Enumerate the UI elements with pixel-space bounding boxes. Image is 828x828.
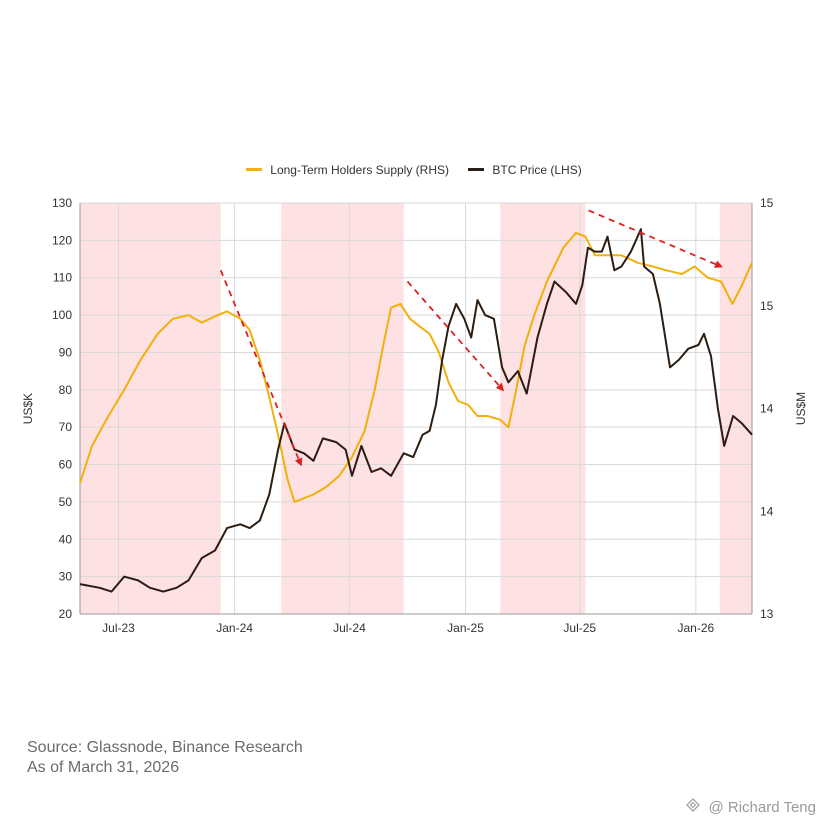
legend-label-btc-price: BTC Price (LHS) xyxy=(492,162,582,177)
y-left-tick-label: 80 xyxy=(59,383,73,397)
watermark-text: @ Richard Teng xyxy=(708,799,816,816)
y-right-tick-label: 14 xyxy=(760,402,774,416)
source-line: Source: Glassnode, Binance Research xyxy=(27,739,303,756)
as-of-line: As of March 31, 2026 xyxy=(27,759,180,776)
legend: Long-Term Holders Supply (RHS) BTC Price… xyxy=(0,160,828,177)
series-lines xyxy=(79,228,753,593)
y-left-tick-label: 130 xyxy=(52,196,72,210)
x-tick-label: Jul-25 xyxy=(563,621,596,635)
binance-diamond-icon xyxy=(686,798,701,816)
shaded-period-3 xyxy=(719,203,752,614)
y-left-axis-title: US$K xyxy=(21,393,35,424)
legend-item-btc-price: BTC Price (LHS) xyxy=(468,162,582,177)
y-left-tick-label: 50 xyxy=(59,495,73,509)
x-tick-label: Jul-23 xyxy=(102,621,135,635)
axes xyxy=(79,203,753,615)
y-left-tick-label: 40 xyxy=(59,532,73,546)
y-right-tick-label: 15 xyxy=(760,299,774,313)
trend-arrows xyxy=(219,209,723,467)
gridlines xyxy=(80,202,752,615)
x-tick-label: Jan-26 xyxy=(677,621,714,635)
trend-arrow-2 xyxy=(588,209,723,268)
y-right-tick-label: 14 xyxy=(760,504,774,518)
trend-arrow-1 xyxy=(406,280,505,392)
shaded-periods xyxy=(80,203,752,614)
x-tick-label: Jan-24 xyxy=(216,621,253,635)
legend-swatch-btc-price xyxy=(468,168,485,171)
shaded-period-2 xyxy=(500,203,586,614)
watermark: @ Richard Teng xyxy=(686,798,816,816)
tick-labels: 20 30 40 50 60 70 80 90 100 110 120 130 Jul-23 Jan-24… xyxy=(21,196,808,635)
y-left-tick-label: 100 xyxy=(52,308,72,322)
x-tick-label: Jul-24 xyxy=(333,621,366,635)
legend-swatch-lth-supply xyxy=(246,168,263,171)
x-tick-label: Jan-25 xyxy=(447,621,484,635)
y-left-tick-label: 110 xyxy=(53,271,72,285)
y-right-tick-label: 15 xyxy=(760,196,774,210)
y-right-axis-title: US$M xyxy=(794,392,808,425)
y-left-tick-label: 30 xyxy=(59,570,73,584)
legend-item-lth-supply: Long-Term Holders Supply (RHS) xyxy=(246,163,449,177)
y-left-tick-label: 120 xyxy=(52,233,72,247)
y-left-tick-label: 70 xyxy=(59,420,73,434)
series-line-btc-price xyxy=(79,228,753,593)
trend-arrow-0 xyxy=(219,269,303,467)
y-left-tick-label: 60 xyxy=(59,458,73,472)
y-left-tick-label: 90 xyxy=(59,345,73,359)
y-right-tick-label: 13 xyxy=(760,607,774,621)
y-left-tick-label: 20 xyxy=(59,607,73,621)
source-note: Source: Glassnode, Binance Research As o… xyxy=(27,738,303,778)
shaded-period-1 xyxy=(281,203,404,614)
shaded-period-0 xyxy=(80,203,221,614)
legend-label-lth-supply: Long-Term Holders Supply (RHS) xyxy=(270,162,450,177)
